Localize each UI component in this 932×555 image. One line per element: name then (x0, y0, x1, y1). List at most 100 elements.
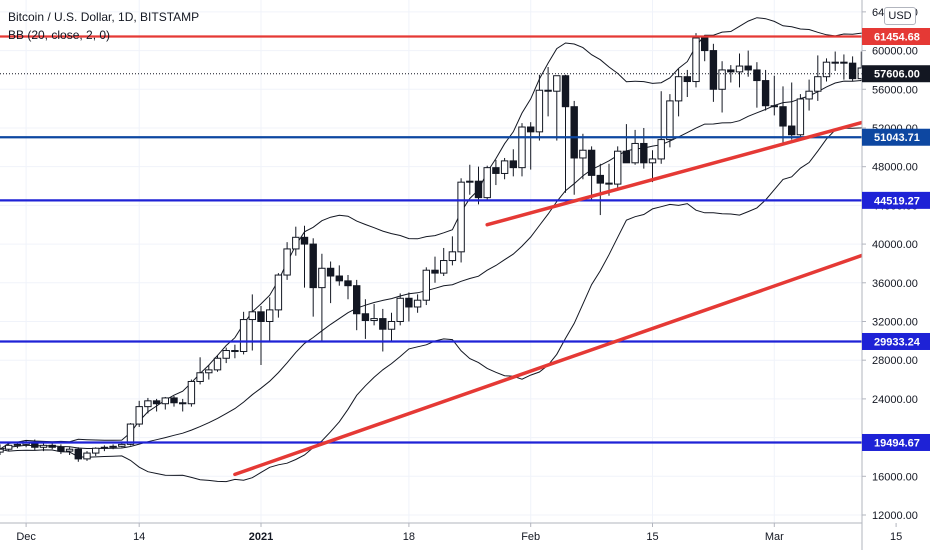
candle-body (405, 297, 413, 308)
y-tick-label: 60000.00 (872, 46, 918, 58)
candle (152, 398, 161, 412)
x-tick-label: Dec (16, 531, 36, 543)
candle (344, 275, 352, 300)
last-price-tag-text: 57606.00 (874, 69, 920, 81)
candle (379, 308, 387, 352)
x-tick-label: 18 (403, 531, 415, 543)
candle (292, 226, 300, 256)
level-price-tag: 19494.67 (862, 433, 930, 451)
candle-body (344, 280, 352, 287)
candle (805, 79, 813, 111)
candle-body (666, 100, 674, 141)
candle-body (318, 267, 326, 289)
candle-body (65, 448, 74, 452)
candle (596, 163, 604, 216)
candle-body (466, 180, 474, 183)
candle-body (170, 397, 178, 404)
candle (735, 53, 744, 88)
candle (701, 35, 709, 62)
candle (657, 91, 665, 164)
candle-body (579, 149, 587, 159)
candle-body (544, 89, 552, 92)
candle (266, 297, 274, 342)
candle (561, 74, 570, 193)
candle-body (492, 167, 500, 174)
candle-body (353, 285, 361, 315)
candle (474, 166, 483, 205)
candle-body (361, 313, 370, 322)
candle-body (683, 76, 691, 83)
candle (231, 344, 239, 359)
candle (196, 357, 204, 385)
candle (527, 122, 535, 170)
candle (779, 86, 787, 145)
candle-body (701, 37, 709, 52)
bb-upper-band (0, 17, 879, 450)
candle-body (674, 76, 683, 102)
candle (674, 68, 683, 117)
horizontal-levels-layer (0, 35, 862, 444)
candle (622, 124, 631, 164)
candle-body (370, 318, 378, 322)
candle-body (535, 89, 544, 133)
candle-body (614, 150, 622, 185)
x-tick-label: 2021 (249, 531, 273, 543)
candle (161, 396, 170, 410)
currency-badge[interactable]: USD (884, 7, 916, 25)
candle (283, 242, 291, 280)
candle (509, 149, 518, 177)
last-price-tag: 57606.00 (862, 65, 930, 83)
candle (92, 447, 100, 456)
candle (518, 123, 526, 177)
candle-body (440, 260, 448, 274)
chart-title: Bitcoin / U.S. Dollar, 1D, BITSTAMP (8, 10, 200, 24)
candle-body (239, 319, 248, 352)
candle (431, 256, 439, 283)
candle-body (831, 61, 839, 64)
bollinger-bands-layer (0, 17, 879, 483)
candle (753, 62, 761, 108)
level-price-tag-bg (862, 128, 930, 146)
candle (65, 447, 74, 456)
candle (831, 51, 839, 71)
candle (387, 312, 396, 342)
candle (239, 311, 248, 355)
y-tick-label: 36000.00 (872, 278, 918, 290)
candle (74, 447, 82, 462)
candle (848, 56, 857, 82)
y-tick-label: 48000.00 (872, 162, 918, 174)
candle-body (413, 299, 422, 308)
candle-body (814, 76, 822, 92)
candle-body (0, 448, 4, 453)
candle (822, 58, 831, 82)
level-price-tag-text: 29933.24 (874, 336, 921, 348)
candle-body (222, 350, 230, 359)
candle (300, 225, 309, 288)
candle-body (761, 80, 770, 107)
legend: Bitcoin / U.S. Dollar, 1D, BITSTAMP BB (… (8, 8, 199, 44)
candle-body (448, 251, 457, 262)
candle-body (631, 142, 639, 164)
candle (614, 146, 622, 188)
candle-body (657, 139, 665, 160)
indicator-label: BB (20, close, 2, 0) (8, 28, 111, 42)
y-tick-label: 40000.00 (872, 239, 918, 251)
candle-body (727, 69, 735, 73)
candle (413, 294, 422, 313)
candle-body (527, 126, 535, 133)
candle (579, 133, 587, 180)
candles-layer (0, 33, 883, 462)
candle (353, 279, 361, 331)
candle (109, 444, 117, 450)
candle-body (744, 65, 752, 71)
candle-body (518, 126, 526, 169)
level-price-tag: 44519.27 (862, 191, 930, 209)
candle (257, 306, 265, 366)
candle-body (213, 357, 222, 371)
candle (448, 236, 457, 266)
candle-body (266, 309, 274, 322)
candle-body (553, 75, 561, 92)
